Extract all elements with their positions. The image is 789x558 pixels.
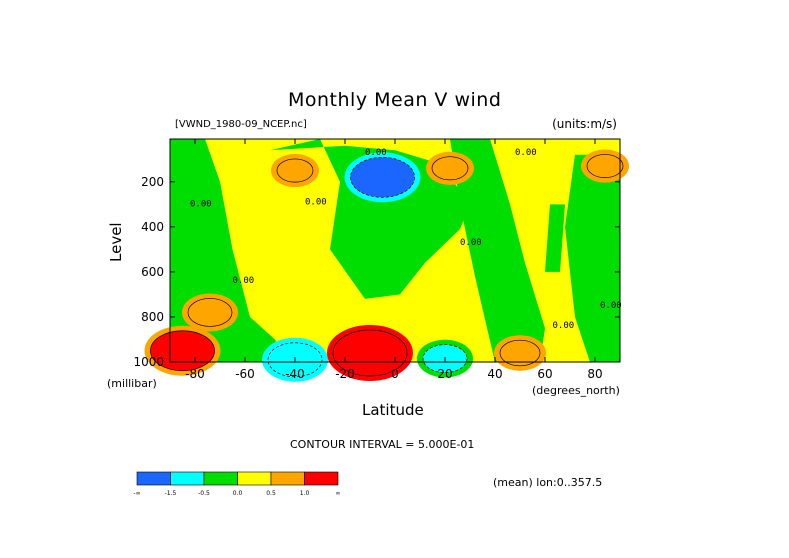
contour-feature	[431, 156, 469, 181]
x-tick-label: -80	[185, 367, 205, 381]
colorbar-label: -0.5	[198, 490, 210, 497]
colorbar-swatch	[170, 471, 205, 486]
colorbar-swatch	[237, 471, 272, 486]
mean-longitude-text: (mean) lon:0..357.5	[493, 476, 603, 489]
x-tick-label: 20	[437, 367, 452, 381]
x-tick-label: 80	[587, 367, 602, 381]
contour-feature	[586, 154, 624, 178]
colorbar-swatch	[304, 471, 339, 486]
x-tick-label: -20	[335, 367, 355, 381]
x-tick-label: -60	[235, 367, 255, 381]
y-axis-label: Level	[107, 222, 125, 262]
contour-interval-text: CONTOUR INTERVAL = 5.000E-01	[290, 438, 475, 451]
region-negative-small	[450, 139, 545, 362]
x-tick-label: -40	[285, 367, 305, 381]
colorbar-swatch	[270, 471, 305, 486]
colorbar-label: -1.5	[165, 490, 177, 497]
contour-label: 0.00	[515, 148, 537, 158]
colorbar-label: ∞	[336, 490, 341, 497]
colorbar-label: 1.0	[300, 490, 310, 497]
region-negative-small	[565, 154, 620, 362]
y-tick-label: 200	[141, 175, 164, 189]
y-tick-label: 600	[141, 265, 164, 279]
contour-label: 0.00	[365, 148, 387, 158]
contour-label: 0.00	[553, 321, 575, 331]
y-tick-label: 400	[141, 220, 164, 234]
contour-feature	[187, 298, 233, 327]
dataset-label: [VWND_1980-09_NCEP.nc]	[175, 119, 307, 130]
x-axis-unit: (degrees_north)	[532, 384, 620, 397]
contour-label: 0.00	[190, 200, 212, 210]
y-tick-label: 1000	[133, 355, 164, 369]
contour-label: 0.00	[460, 238, 482, 248]
x-tick-label: 0	[391, 367, 399, 381]
contour-feature	[499, 339, 541, 367]
y-axis-unit: (millibar)	[107, 377, 157, 390]
y-tick-label: 800	[141, 310, 164, 324]
contour-feature	[150, 330, 215, 372]
colorbar-swatch	[203, 471, 238, 486]
contour-feature	[350, 156, 415, 198]
colorbar-swatch	[136, 471, 171, 486]
contour-label: 0.00	[233, 276, 255, 286]
contour-label: 0.00	[305, 197, 327, 207]
x-tick-label: 40	[487, 367, 502, 381]
units-label: (units:m/s)	[552, 117, 617, 131]
chart-title: Monthly Mean V wind	[288, 89, 502, 111]
colorbar-label: 0.0	[233, 490, 243, 497]
contour-label: 0.00	[600, 301, 622, 311]
region-negative-small	[545, 204, 565, 272]
x-tick-label: 60	[537, 367, 552, 381]
contour-feature	[276, 158, 314, 183]
contour-feature	[332, 329, 408, 377]
x-axis-label: Latitude	[362, 401, 424, 419]
colorbar-label: 0.5	[266, 490, 276, 497]
colorbar-label: -∞	[133, 490, 140, 497]
